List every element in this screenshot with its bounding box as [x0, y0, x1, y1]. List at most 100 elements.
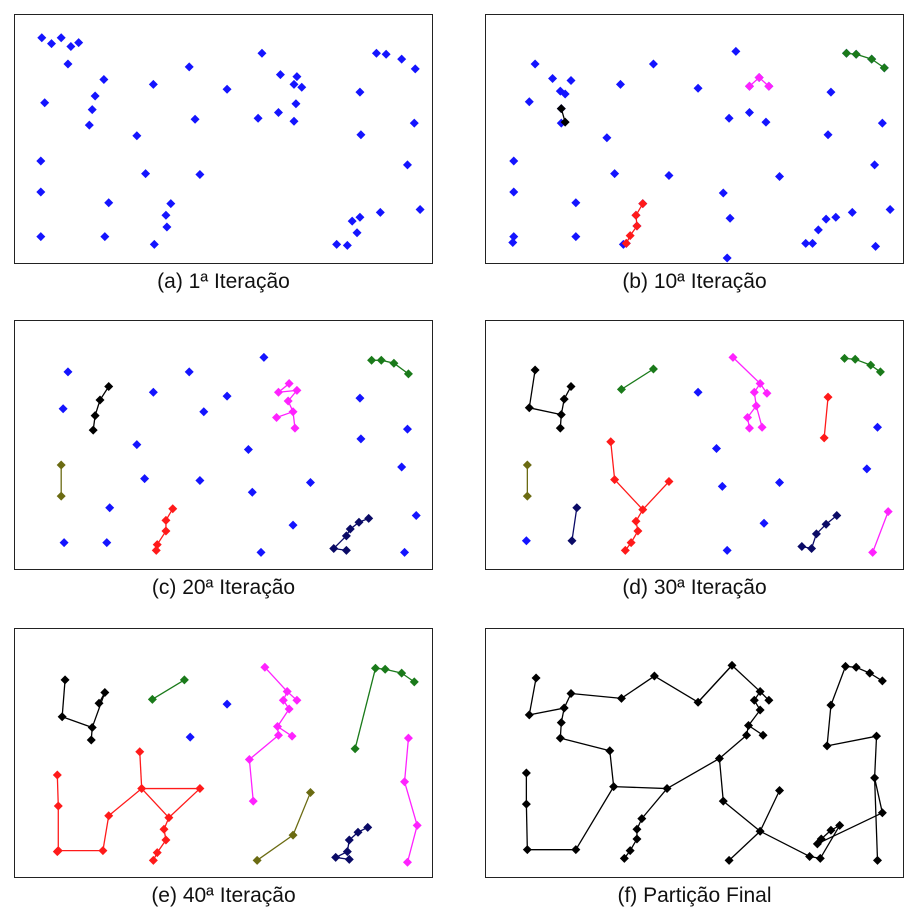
- cluster-edge: [276, 708, 290, 727]
- cluster-edge: [571, 507, 578, 541]
- cluster-point: [94, 698, 104, 708]
- cluster-edge: [621, 368, 654, 390]
- data-point: [823, 130, 833, 140]
- cluster-point: [364, 513, 374, 523]
- data-point: [166, 199, 176, 209]
- cluster-point: [812, 839, 822, 849]
- cluster-point: [851, 49, 861, 59]
- cluster-edge: [873, 736, 878, 778]
- cluster-point: [826, 700, 836, 710]
- panel-a: (a) 1ª Iteração: [14, 14, 433, 304]
- cluster-point: [877, 808, 887, 818]
- data-point: [509, 187, 519, 197]
- data-point: [375, 207, 385, 217]
- cluster-point: [743, 413, 753, 423]
- data-point: [243, 445, 253, 455]
- data-point: [247, 487, 257, 497]
- data-point: [275, 70, 285, 80]
- cluster-point: [566, 689, 576, 698]
- data-point: [297, 82, 307, 92]
- cluster-edge: [528, 677, 537, 715]
- data-point: [289, 116, 299, 126]
- cluster-point: [278, 695, 288, 705]
- data-point: [222, 84, 232, 94]
- cluster-point: [137, 784, 147, 794]
- cluster-point: [744, 423, 754, 433]
- data-point: [222, 699, 232, 709]
- data-point: [347, 216, 357, 226]
- cluster-point: [305, 787, 315, 797]
- caption-f: (f) Partição Final: [617, 884, 772, 907]
- cluster-point: [350, 744, 360, 754]
- cluster-edge: [560, 737, 610, 752]
- data-point: [149, 239, 159, 249]
- data-point: [410, 64, 420, 74]
- data-point: [722, 253, 732, 263]
- data-point: [46, 39, 56, 49]
- data-point: [148, 79, 158, 89]
- data-point: [305, 478, 315, 487]
- cluster-point: [875, 367, 885, 377]
- data-point: [744, 107, 754, 117]
- cluster-edge: [529, 707, 565, 716]
- cluster-edge: [755, 405, 763, 428]
- cluster-point: [560, 117, 570, 127]
- cluster-point: [53, 801, 63, 811]
- data-point: [524, 97, 534, 107]
- data-point: [259, 352, 269, 362]
- cluster-point: [556, 410, 566, 420]
- data-point: [87, 105, 97, 115]
- cluster-point: [282, 687, 292, 697]
- data-point: [722, 545, 732, 555]
- cluster-point: [148, 855, 158, 865]
- cluster-point: [870, 773, 880, 783]
- cluster-edge: [819, 825, 841, 859]
- cluster-edge: [759, 790, 781, 832]
- cluster-point: [403, 369, 413, 379]
- cluster-point: [273, 721, 282, 731]
- data-point: [40, 98, 50, 108]
- data-point: [648, 59, 658, 69]
- data-point: [105, 503, 115, 513]
- cluster-point: [531, 673, 541, 683]
- cluster-point: [400, 777, 410, 787]
- cluster-edge: [666, 757, 720, 790]
- cluster-point: [389, 358, 399, 368]
- cluster-point: [616, 693, 626, 703]
- cluster-edge: [722, 800, 761, 832]
- cluster-point: [98, 846, 108, 856]
- cluster-point: [744, 721, 753, 731]
- panel-c: (c) 20ª Iteração: [14, 320, 433, 610]
- data-point: [288, 520, 298, 530]
- data-point: [718, 188, 728, 198]
- cluster-point: [714, 753, 724, 763]
- data-point: [102, 538, 112, 548]
- data-point: [74, 38, 84, 48]
- data-point: [826, 87, 836, 97]
- cluster-point: [797, 542, 807, 552]
- data-point: [355, 87, 365, 97]
- data-point: [195, 476, 205, 486]
- cluster-point: [252, 855, 262, 865]
- cluster-point: [632, 221, 642, 231]
- cluster-edge: [406, 825, 418, 863]
- cluster-edge: [248, 759, 254, 802]
- cluster-edge: [654, 675, 699, 703]
- data-point: [731, 46, 741, 56]
- data-point: [100, 232, 110, 242]
- cluster-edge: [642, 481, 670, 511]
- cluster-point: [626, 538, 636, 548]
- data-point: [397, 54, 407, 64]
- cluster-edge: [610, 441, 616, 480]
- data-point: [725, 213, 735, 223]
- cluster-point: [567, 536, 577, 546]
- cluster-edge: [152, 679, 185, 700]
- data-point: [775, 478, 785, 487]
- cluster-point: [100, 688, 110, 698]
- cluster-point: [273, 387, 283, 397]
- cluster-edge: [403, 738, 410, 782]
- cluster-point: [757, 422, 767, 432]
- data-point: [253, 113, 263, 123]
- cluster-edge: [141, 788, 170, 819]
- cluster-point: [152, 540, 162, 550]
